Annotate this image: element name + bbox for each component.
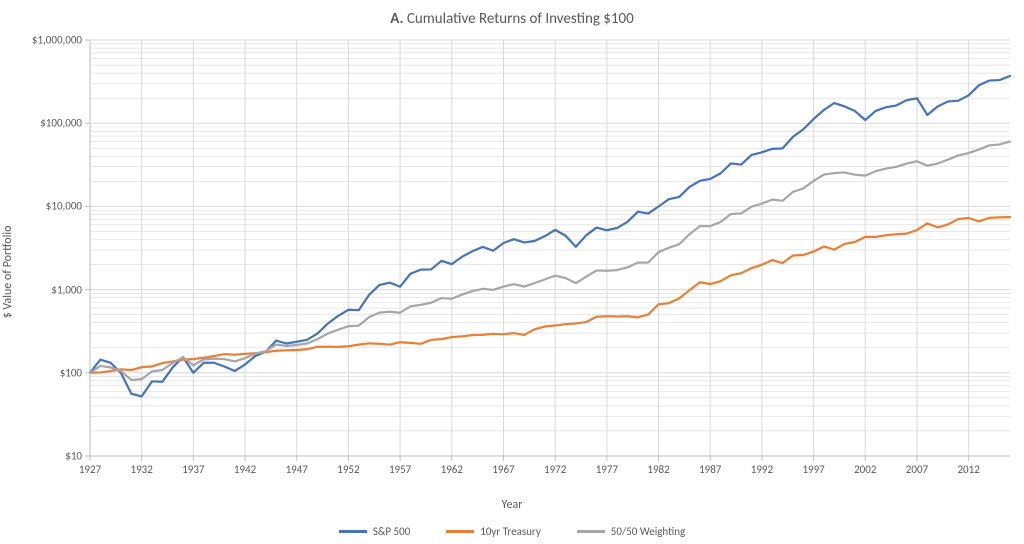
x-tick-label: 1962 — [432, 463, 472, 476]
x-tick-label: 1927 — [70, 463, 110, 476]
x-tick-label: 1942 — [225, 463, 265, 476]
x-tick-label: 1987 — [690, 463, 730, 476]
legend-item: 10yr Treasury — [446, 525, 541, 538]
x-tick-label: 1932 — [122, 463, 162, 476]
series-50-50-weighting — [90, 142, 1010, 380]
legend-swatch — [446, 530, 474, 533]
y-tick-label: $10 — [12, 450, 82, 463]
legend: S&P 500 10yr Treasury 50/50 Weighting — [0, 523, 1024, 538]
y-tick-label: $1,000 — [12, 283, 82, 296]
x-tick-label: 1992 — [742, 463, 782, 476]
series-10yr-treasury — [90, 217, 1010, 373]
legend-item: 50/50 Weighting — [577, 525, 685, 538]
x-tick-label: 1952 — [328, 463, 368, 476]
gridlines — [85, 40, 1010, 461]
x-tick-label: 1972 — [535, 463, 575, 476]
x-tick-label: 1967 — [483, 463, 523, 476]
y-tick-label: $10,000 — [12, 200, 82, 213]
legend-label: S&P 500 — [373, 525, 410, 538]
legend-item: S&P 500 — [339, 525, 410, 538]
x-tick-label: 1982 — [639, 463, 679, 476]
x-tick-label: 1937 — [173, 463, 213, 476]
y-tick-label: $100 — [12, 366, 82, 379]
y-tick-label: $100,000 — [12, 117, 82, 130]
x-tick-label: 1957 — [380, 463, 420, 476]
y-tick-label: $1,000,000 — [12, 34, 82, 47]
x-tick-label: 2012 — [949, 463, 989, 476]
legend-swatch — [577, 530, 605, 533]
chart-container: A. Cumulative Returns of Investing $100 … — [0, 0, 1024, 544]
x-tick-label: 1997 — [794, 463, 834, 476]
legend-label: 50/50 Weighting — [611, 525, 685, 538]
legend-swatch — [339, 530, 367, 533]
legend-label: 10yr Treasury — [480, 525, 541, 538]
x-tick-label: 2002 — [845, 463, 885, 476]
x-tick-label: 2007 — [897, 463, 937, 476]
x-tick-label: 1977 — [587, 463, 627, 476]
x-tick-label: 1947 — [277, 463, 317, 476]
